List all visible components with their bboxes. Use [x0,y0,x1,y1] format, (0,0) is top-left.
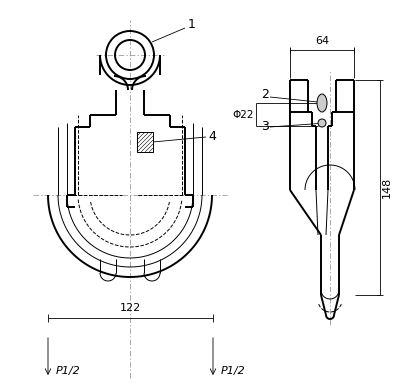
Bar [137,132,153,152]
Text: 122: 122 [120,303,141,313]
Text: Φ22: Φ22 [232,110,254,119]
Text: P1/2: P1/2 [56,366,81,376]
Text: 4: 4 [208,131,216,144]
Text: 64: 64 [315,36,329,46]
Text: 3: 3 [261,121,269,133]
Circle shape [318,119,326,127]
Text: 1: 1 [188,18,196,32]
Text: 148: 148 [382,177,392,198]
Ellipse shape [317,94,327,112]
Text: 2: 2 [261,89,269,101]
Text: P1/2: P1/2 [221,366,246,376]
